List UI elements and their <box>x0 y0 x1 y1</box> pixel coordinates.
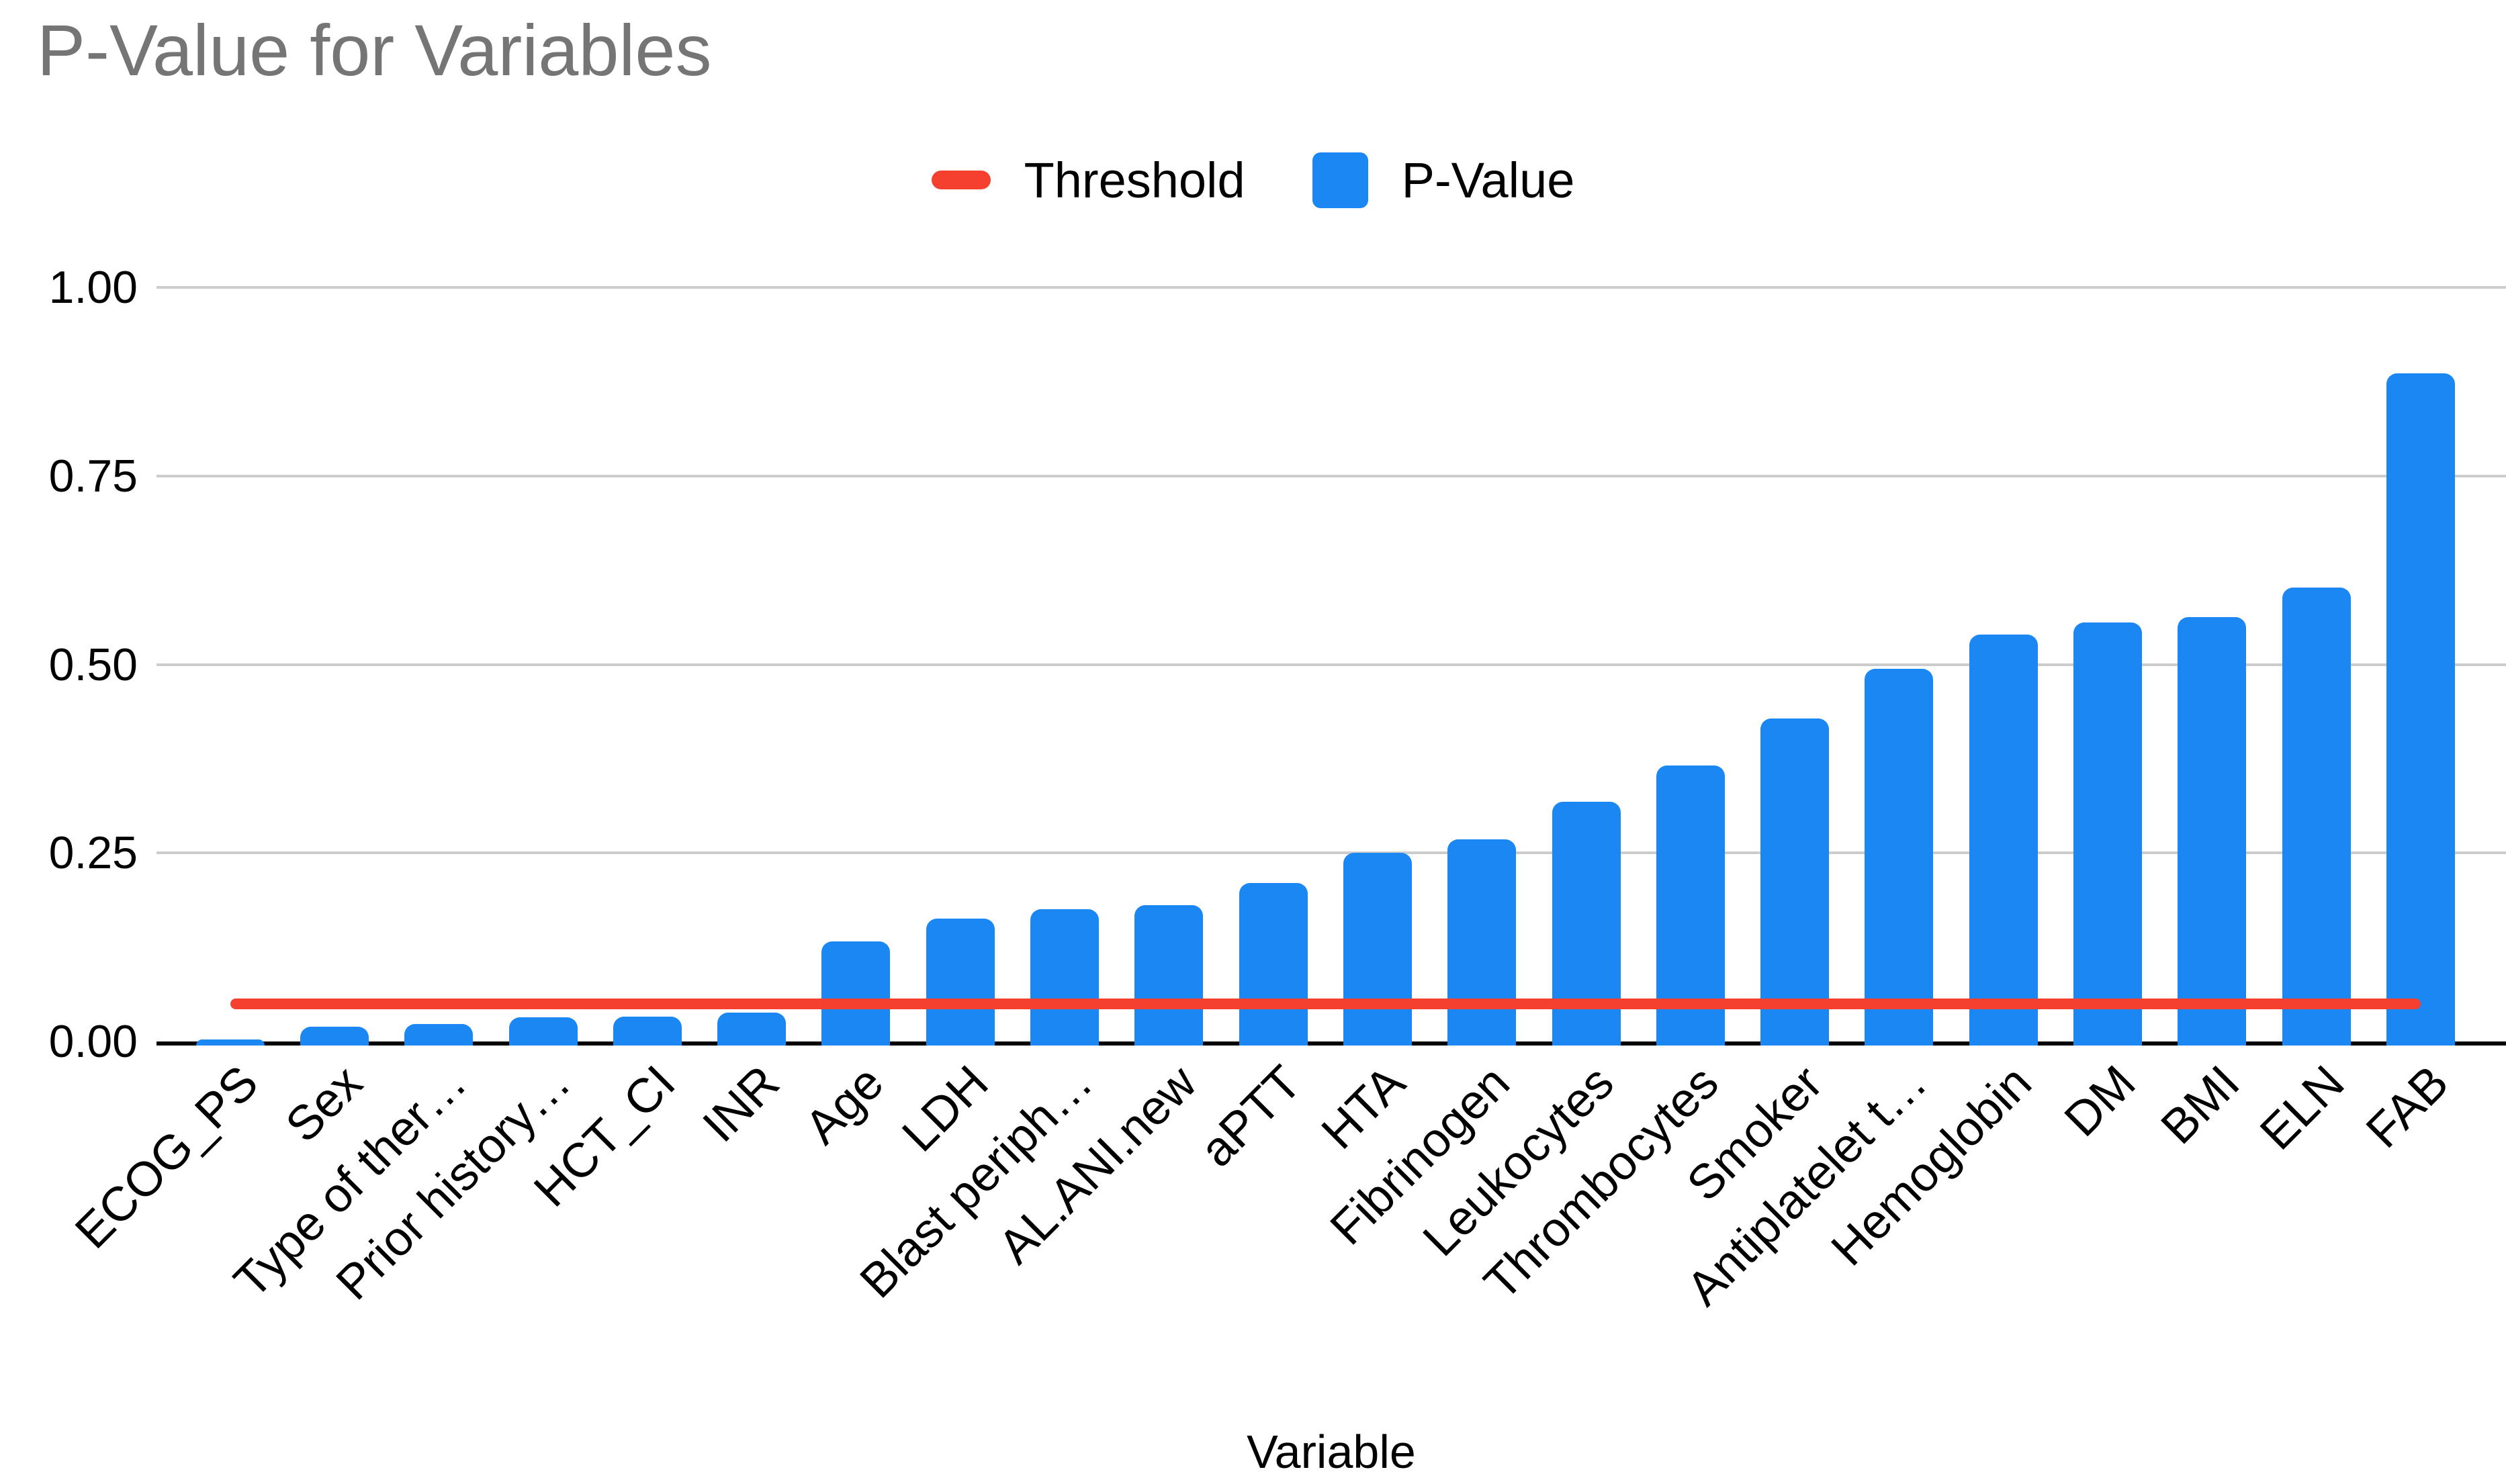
x-axis-line <box>156 1041 2506 1046</box>
bar-bmi[interactable] <box>2178 616 2247 1046</box>
x-category-label: INR <box>692 1056 790 1153</box>
threshold-swatch-icon <box>931 171 991 189</box>
bar-ldh[interactable] <box>926 918 995 1046</box>
x-category-label: FAB <box>2356 1056 2459 1158</box>
x-axis-title: Variable <box>1247 1426 1416 1478</box>
bar-inr[interactable] <box>717 1013 787 1046</box>
legend-item-pvalue: P-Value <box>1312 152 1575 209</box>
gridline <box>156 286 2506 289</box>
bar-type-of-ther-[interactable] <box>404 1024 474 1046</box>
bar-hct-ci[interactable] <box>613 1016 682 1046</box>
legend-pvalue-label: P-Value <box>1401 152 1575 208</box>
bar-age[interactable] <box>821 941 891 1046</box>
x-category-label: DM <box>2054 1056 2146 1147</box>
bar-smoker[interactable] <box>1760 718 1830 1046</box>
x-category-label: ELN <box>2249 1056 2355 1160</box>
x-category-label: BMI <box>2151 1056 2250 1155</box>
bar-fibrinogen[interactable] <box>1447 839 1517 1046</box>
bar-blast-periph-[interactable] <box>1030 909 1100 1046</box>
bar-eln[interactable] <box>2282 587 2351 1046</box>
bar-sex[interactable] <box>300 1026 369 1046</box>
bar-al-ani-new[interactable] <box>1134 905 1204 1046</box>
y-tick-label: 0.50 <box>48 639 138 690</box>
bar-antiplatelet-t-[interactable] <box>1865 669 1934 1046</box>
bar-ecog-ps[interactable] <box>195 1039 265 1046</box>
gridline <box>156 851 2506 855</box>
x-category-label: aPTT <box>1190 1056 1312 1178</box>
legend-item-threshold: Threshold <box>931 152 1245 209</box>
bar-hta[interactable] <box>1343 853 1412 1046</box>
bar-dm[interactable] <box>2073 622 2143 1046</box>
y-tick-label: 1.00 <box>48 262 138 313</box>
gridline <box>156 474 2506 477</box>
legend-threshold-label: Threshold <box>1024 152 1245 208</box>
threshold-line <box>230 998 2421 1009</box>
chart-title: P-Value for Variables <box>37 9 712 91</box>
legend: Threshold P-Value <box>0 146 2506 214</box>
bar-fab[interactable] <box>2386 373 2455 1046</box>
bar-hemoglobin[interactable] <box>1969 634 2038 1046</box>
pvalue-swatch-icon <box>1312 152 1368 208</box>
y-tick-label: 0.00 <box>48 1016 138 1067</box>
x-category-label: ECOG_PS <box>64 1056 269 1259</box>
bar-prior-history-[interactable] <box>508 1017 578 1046</box>
y-tick-label: 0.25 <box>48 827 138 879</box>
gridline <box>156 663 2506 666</box>
x-category-label: Age <box>795 1056 895 1155</box>
y-tick-label: 0.75 <box>48 450 138 502</box>
bar-aptt[interactable] <box>1239 883 1308 1046</box>
